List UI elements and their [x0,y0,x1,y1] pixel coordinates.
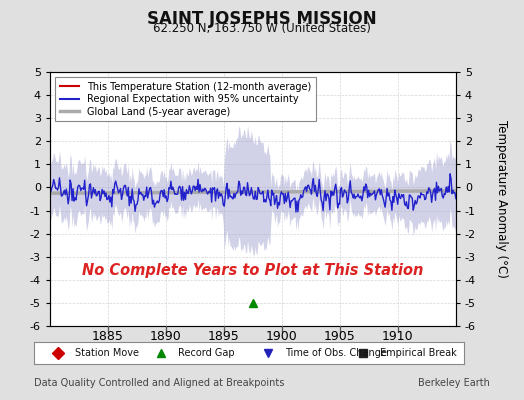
Text: Record Gap: Record Gap [178,348,235,358]
Text: Berkeley Earth: Berkeley Earth [418,378,490,388]
Text: Station Move: Station Move [75,348,139,358]
Text: 1910: 1910 [382,330,413,343]
Y-axis label: Temperature Anomaly (°C): Temperature Anomaly (°C) [496,120,508,278]
Text: 1890: 1890 [150,330,182,343]
Text: 1900: 1900 [266,330,298,343]
Text: Data Quality Controlled and Aligned at Breakpoints: Data Quality Controlled and Aligned at B… [34,378,285,388]
Text: 1885: 1885 [92,330,124,343]
Text: 1905: 1905 [324,330,356,343]
Legend: This Temperature Station (12-month average), Regional Expectation with 95% uncer: This Temperature Station (12-month avera… [54,77,316,122]
Text: Empirical Break: Empirical Break [380,348,457,358]
Text: No Complete Years to Plot at This Station: No Complete Years to Plot at This Statio… [82,263,423,278]
Text: 62.250 N, 163.750 W (United States): 62.250 N, 163.750 W (United States) [153,22,371,35]
Text: Time of Obs. Change: Time of Obs. Change [286,348,387,358]
Text: 1895: 1895 [208,330,239,343]
Text: SAINT JOSEPHS MISSION: SAINT JOSEPHS MISSION [147,10,377,28]
